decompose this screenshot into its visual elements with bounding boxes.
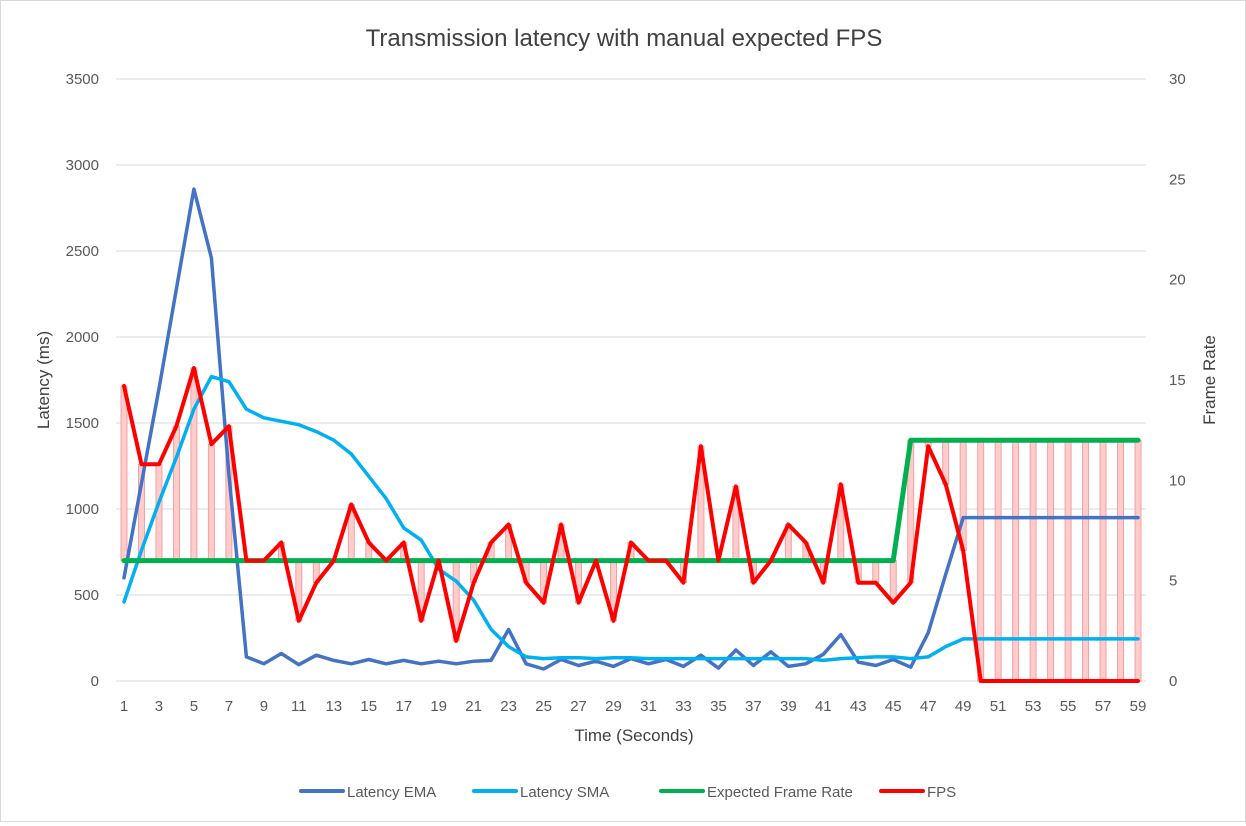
- x-tick-label: 9: [260, 698, 268, 715]
- tick-labels: 0500100015002000250030003500051015202530…: [66, 71, 1186, 715]
- chart-title: Transmission latency with manual expecte…: [366, 25, 883, 52]
- x-tick-label: 17: [395, 698, 412, 715]
- y-tick-label: 0: [91, 673, 99, 690]
- y2-tick-label: 20: [1169, 272, 1186, 289]
- x-tick-label: 57: [1095, 698, 1112, 715]
- y-tick-label: 1000: [66, 501, 99, 518]
- legend-label: Latency EMA: [347, 784, 436, 801]
- fps-drop-band: [977, 439, 985, 682]
- fps-drop-band: [1064, 439, 1072, 682]
- x-tick-label: 3: [155, 698, 163, 715]
- y-tick-label: 1500: [66, 415, 99, 432]
- x-tick-label: 49: [955, 698, 972, 715]
- fps-drop-band: [1134, 439, 1142, 682]
- x-tick-label: 55: [1060, 698, 1077, 715]
- series-lines: [121, 187, 1141, 683]
- x-tick-label: 7: [225, 698, 233, 715]
- x-tick-label: 21: [465, 698, 482, 715]
- x-tick-label: 29: [605, 698, 622, 715]
- x-tick-label: 19: [430, 698, 447, 715]
- x-tick-label: 35: [710, 698, 727, 715]
- y2-tick-label: 10: [1169, 472, 1186, 489]
- fps-drop-band: [190, 367, 198, 562]
- fps-drop-band: [207, 443, 215, 562]
- fps-drop-band: [1029, 439, 1037, 682]
- fps-drop-band: [994, 439, 1002, 682]
- x-tick-label: 23: [500, 698, 517, 715]
- fps-drop-band: [120, 385, 128, 562]
- x-tick-label: 25: [535, 698, 552, 715]
- y-tick-label: 2000: [66, 329, 99, 346]
- x-tick-label: 47: [920, 698, 937, 715]
- fps-drop-band: [872, 560, 880, 584]
- fps-drop-band: [1082, 439, 1090, 682]
- series-line-expected-frame-rate: [121, 437, 1141, 564]
- series-line-latency-ema: [122, 187, 1140, 671]
- y-tick-label: 500: [74, 587, 99, 604]
- x-tick-label: 41: [815, 698, 832, 715]
- x-tick-label: 1: [120, 698, 128, 715]
- fps-drop-band: [1099, 439, 1107, 682]
- x-tick-label: 43: [850, 698, 867, 715]
- x-tick-label: 51: [990, 698, 1007, 715]
- series-line-fps: [122, 366, 1140, 683]
- y-tick-label: 3500: [66, 71, 99, 88]
- y2-axis-title: Frame Rate: [1200, 335, 1219, 425]
- legend-label: Latency SMA: [520, 784, 609, 801]
- x-tick-label: 53: [1025, 698, 1042, 715]
- y2-tick-label: 5: [1169, 573, 1177, 590]
- x-tick-label: 27: [570, 698, 587, 715]
- x-axis-title: Time (Seconds): [574, 726, 693, 745]
- fps-drop-lines: [120, 367, 1142, 682]
- fps-drop-band: [889, 560, 897, 604]
- x-tick-label: 11: [291, 698, 307, 715]
- legend-label: Expected Frame Rate: [707, 784, 853, 801]
- series-line-latency-sma: [122, 374, 1140, 663]
- x-tick-label: 5: [190, 698, 198, 715]
- x-tick-label: 33: [675, 698, 692, 715]
- y-axis-title: Latency (ms): [34, 331, 53, 429]
- x-tick-label: 31: [640, 698, 657, 715]
- y2-tick-label: 15: [1169, 372, 1186, 389]
- y2-tick-label: 25: [1169, 171, 1186, 188]
- fps-drop-band: [1047, 439, 1055, 682]
- fps-drop-band: [1012, 439, 1020, 682]
- y2-tick-label: 0: [1169, 673, 1177, 690]
- x-tick-label: 45: [885, 698, 902, 715]
- x-tick-label: 37: [745, 698, 762, 715]
- x-tick-label: 15: [360, 698, 377, 715]
- x-tick-label: 13: [325, 698, 342, 715]
- fps-drop-band: [1117, 439, 1125, 682]
- legend: Latency EMA Latency SMA Expected Frame Rat…: [299, 784, 956, 801]
- grid-lines: [116, 78, 1146, 682]
- y2-tick-label: 30: [1169, 71, 1186, 88]
- fps-drop-band: [172, 425, 180, 562]
- legend-label: FPS: [927, 784, 956, 801]
- x-tick-label: 39: [780, 698, 797, 715]
- y-tick-label: 3000: [66, 157, 99, 174]
- y-tick-label: 2500: [66, 243, 99, 260]
- x-tick-label: 59: [1130, 698, 1147, 715]
- fps-drop-band: [959, 439, 967, 552]
